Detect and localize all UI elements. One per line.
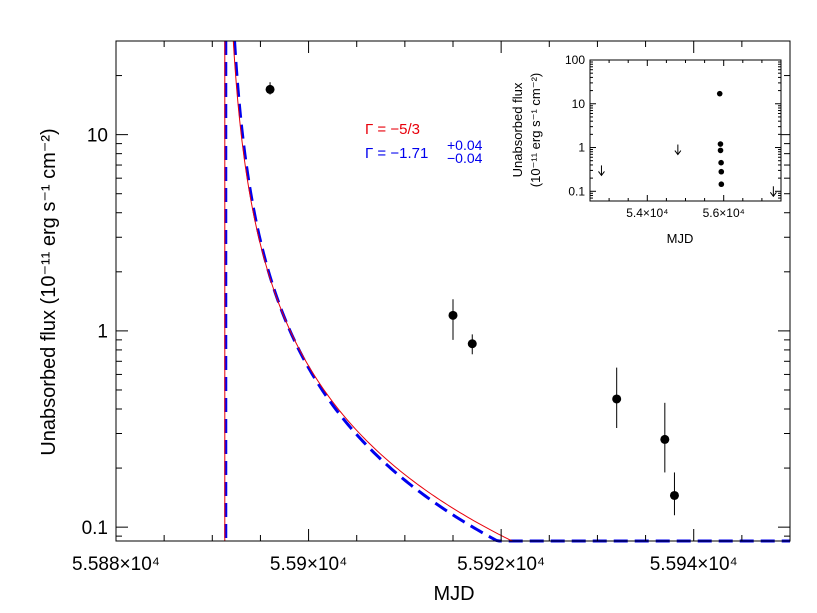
x-tick-label: 5.592×10⁴ [457,554,545,575]
inset-x-axis-ticks: 5.4×10⁴ 5.6×10⁴ [589,60,782,220]
inset-y-axis-ticks: 0.1 1 10 100 [565,53,781,202]
upper-limit-arrow [769,186,777,198]
x-tick-label: 5.594×10⁴ [650,554,738,575]
data-point [717,147,724,154]
x-tick-label: 5.4×10⁴ [626,206,668,220]
data-point [265,84,275,94]
data-point [467,339,477,349]
legend-blue-label: Γ = −1.71 [365,145,428,162]
y-tick-label: 1 [97,322,108,343]
y-axis-label: Unabsorbed flux (10⁻¹¹ erg s⁻¹ cm⁻²) [38,128,60,455]
data-point [718,168,725,175]
y-tick-label: 10 [87,125,108,146]
data-point [718,159,724,166]
inset-data-points [716,90,725,188]
x-axis-ticks: 5.588×10⁴ 5.59×10⁴ 5.592×10⁴ 5.594×10⁴ [72,41,791,575]
upper-limit-arrow [598,165,605,177]
data-point [716,90,723,97]
inset-background [590,60,781,201]
x-tick-label: 5.588×10⁴ [72,554,160,575]
main-plot: 5.588×10⁴ 5.59×10⁴ 5.592×10⁴ 5.594×10⁴ 0.1 1… [38,40,791,605]
data-point [718,181,725,188]
data-point [717,141,724,147]
data-point [448,310,458,320]
data-points [265,84,679,500]
y-tick-label: 0.1 [568,184,585,198]
y-tick-label: 0.1 [82,518,108,539]
inset-plot: 5.4×10⁴ 5.6×10⁴ 0.1 1 10 100 MJD Unabsorbed … [510,53,782,246]
x-axis-label: MJD [433,583,474,605]
inset-upper-limits [598,144,777,198]
legend-red-label: Γ = −5/3 [365,121,420,138]
inset-x-axis-label: MJD [667,231,694,246]
upper-limit-arrow [674,144,682,156]
legend-blue-err-lo: −0.04 [447,150,483,166]
y-tick-label: 1 [578,141,585,155]
data-point [660,434,670,444]
legend-blue-err-hi: +0.04 [447,137,483,153]
y-tick-label: 10 [572,97,586,111]
x-tick-label: 5.59×10⁴ [270,554,347,575]
y-tick-label: 100 [565,53,585,67]
y-axis-ticks: 0.1 1 10 [82,40,790,539]
data-point [612,394,622,404]
inset-y-axis-label-line1: Unabsorbed flux [510,82,525,177]
inset-y-axis-label-line2: (10⁻¹¹ erg s⁻¹ cm⁻²) [528,73,543,187]
x-tick-label: 5.6×10⁴ [703,206,745,220]
data-point [669,490,679,500]
